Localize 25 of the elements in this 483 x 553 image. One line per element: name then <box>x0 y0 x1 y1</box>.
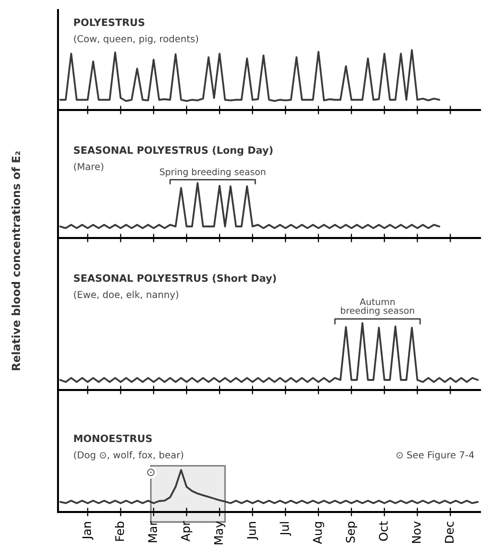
text: Spring breeding season <box>160 168 266 177</box>
x-tick-label: Apr <box>181 521 192 542</box>
x-tick-label: Oct <box>378 521 388 541</box>
x-tick-label: Jul <box>280 522 292 536</box>
x-tick-label: Aug <box>313 522 324 544</box>
x-tick-label: Jan <box>82 522 94 540</box>
y-axis-title: Relative blood concentrations of E₂ <box>12 151 20 370</box>
chart-subtitle: (Cow, queen, pig, rodents) <box>74 35 198 44</box>
text: ⊙ See Figure 7-4 <box>396 451 474 460</box>
chart-title: SEASONAL POLYESTRUS (Long Day) <box>74 146 272 156</box>
chart-title: SEASONAL POLYESTRUS (Short Day) <box>74 274 276 284</box>
x-tick-label: Feb <box>114 522 124 541</box>
chart-title: MONOESTRUS <box>74 434 152 442</box>
chart-subtitle: (Dog ⊙, wolf, fox, bear) <box>74 451 184 460</box>
x-tick-label: Jun <box>247 522 258 540</box>
chart-subtitle: (Mare) <box>74 162 104 172</box>
x-tick-label: Nov <box>412 521 421 543</box>
annotation: ⊙ <box>147 468 154 476</box>
chart-subtitle: (Ewe, doe, elk, nanny) <box>74 290 178 300</box>
text: Autumn breeding season <box>341 298 414 316</box>
x-tick-label: Mar <box>148 521 158 542</box>
x-tick-label: Sep <box>346 522 358 543</box>
chart-title: POLYESTRUS <box>74 18 144 26</box>
x-tick-label: Dec <box>444 522 454 543</box>
x-tick-label: May <box>214 521 226 544</box>
